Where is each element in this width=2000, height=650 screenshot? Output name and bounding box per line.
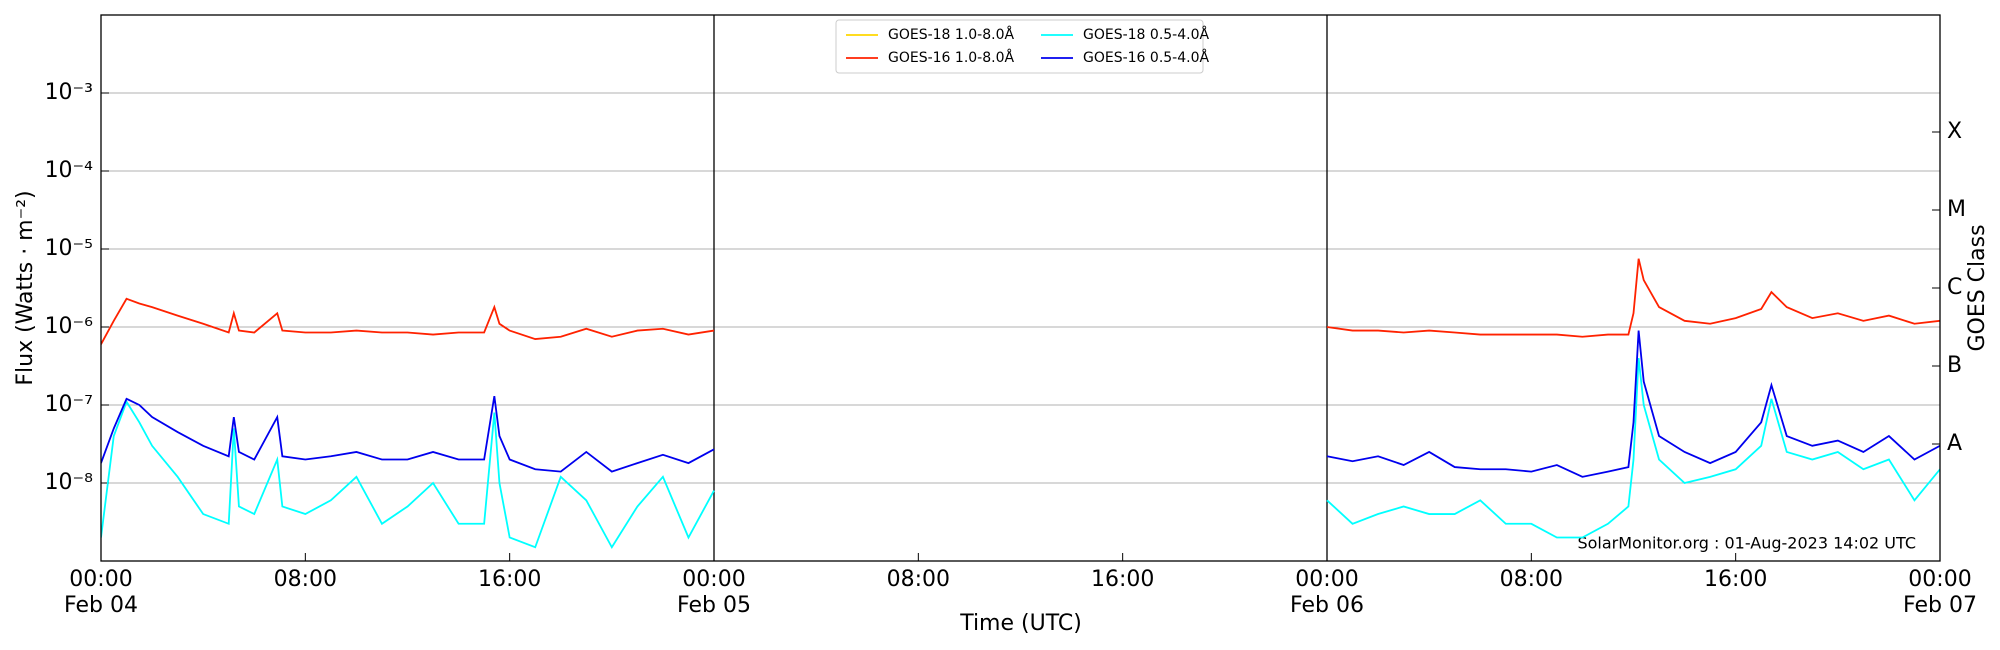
y-tick-label: 10⁻⁴ <box>45 158 94 183</box>
x-tick-label: 08:00 <box>273 567 338 592</box>
legend-label: GOES-16 0.5-4.0Å <box>1083 49 1209 66</box>
y-tick-label: 10⁻⁵ <box>45 236 93 261</box>
y2-tick-label: A <box>1947 431 1962 456</box>
y-tick-label: 10⁻⁷ <box>45 392 93 417</box>
x-tick-label: 00:00 Feb 05 <box>677 567 751 618</box>
legend-label: GOES-18 1.0-8.0Å <box>888 26 1014 43</box>
series-line <box>101 258 1940 345</box>
y-axis-label: Flux (Watts · m⁻²) <box>13 190 38 385</box>
x-tick-label: 00:00 Feb 07 <box>1903 567 1977 618</box>
y-tick-label: 10⁻⁶ <box>45 314 94 339</box>
y2-tick-label: X <box>1947 119 1962 144</box>
y2-tick-label: M <box>1947 197 1966 222</box>
legend-label: GOES-16 1.0-8.0Å <box>888 49 1014 66</box>
x-tick-label: 08:00 <box>1499 567 1564 592</box>
y2-tick-label: C <box>1947 275 1962 300</box>
x-tick-label: 16:00 <box>477 567 542 592</box>
x-tick-label: 16:00 <box>1703 567 1768 592</box>
y2-axis-label: GOES Class <box>1965 224 1990 351</box>
x-tick-label: 00:00 Feb 06 <box>1290 567 1364 618</box>
y-tick-label: 10⁻³ <box>45 80 93 105</box>
series-line <box>101 357 1940 550</box>
x-tick-label: 16:00 <box>1090 567 1155 592</box>
plot-frame <box>100 14 1941 562</box>
x-axis-label: Time (UTC) <box>959 611 1082 636</box>
series-line <box>101 330 1940 478</box>
y-tick-label: 10⁻⁸ <box>45 470 94 495</box>
x-tick-label: 00:00 Feb 04 <box>64 567 138 618</box>
annotation: SolarMonitor.org : 01-Aug-2023 14:02 UTC <box>1577 534 1916 553</box>
y2-tick-label: B <box>1947 353 1962 378</box>
legend-label: GOES-18 0.5-4.0Å <box>1083 26 1209 43</box>
x-tick-label: 08:00 <box>886 567 951 592</box>
legend-box <box>835 19 1204 74</box>
